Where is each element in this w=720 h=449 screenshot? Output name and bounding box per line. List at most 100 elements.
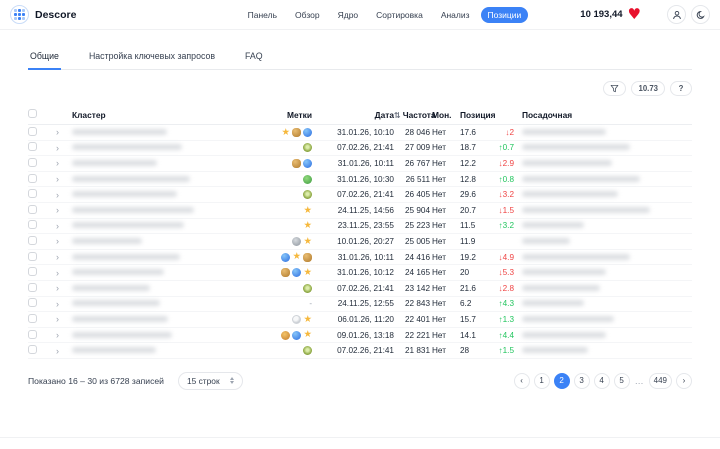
expand-chevron-icon[interactable]: ›	[56, 298, 59, 309]
table-row[interactable]: › 07.02.26, 21:41 27 009 Нет 18.7 ↑0.7	[28, 141, 692, 157]
expand-chevron-icon[interactable]: ›	[56, 236, 59, 247]
page-button-5[interactable]: 5	[613, 372, 630, 389]
funnel-icon	[611, 84, 619, 93]
monitoring-cell: Нет	[432, 299, 446, 309]
expand-chevron-icon[interactable]: ›	[56, 345, 59, 356]
table-row[interactable]: › ★ 31.01.26, 10:12 24 165 Нет 20 ↓5.3	[28, 265, 692, 281]
nav-item-analysis[interactable]: Анализ	[440, 9, 470, 20]
metric-button[interactable]: 10.73	[631, 81, 665, 96]
table-toolbar: 10.73 ?	[28, 81, 692, 96]
expand-chevron-icon[interactable]: ›	[56, 267, 59, 278]
date-cell: 31.01.26, 10:11	[337, 158, 394, 168]
table-row[interactable]: › ★ 10.01.26, 20:27 25 005 Нет 11.9	[28, 234, 692, 250]
monitoring-cell: Нет	[432, 283, 446, 293]
frequency-cell: 21 831	[404, 346, 430, 356]
table-row[interactable]: › 07.02.26, 21:41 21 831 Нет 28 ↑1.5	[28, 343, 692, 359]
cluster-name-redacted	[72, 128, 167, 135]
star-icon: ★	[303, 313, 312, 325]
expand-chevron-icon[interactable]: ›	[56, 158, 59, 169]
header-freq[interactable]: ⇅ Частота	[394, 109, 436, 120]
table-row[interactable]: › 31.01.26, 10:30 26 511 Нет 12.8 ↑0.8	[28, 172, 692, 188]
expand-chevron-icon[interactable]: ›	[56, 127, 59, 138]
rows-per-page-select[interactable]: 15 строк	[177, 371, 243, 390]
nav-item-core[interactable]: Ядро	[337, 9, 359, 20]
expand-chevron-icon[interactable]: ›	[56, 205, 59, 216]
row-checkbox[interactable]	[28, 329, 37, 339]
row-checkbox[interactable]	[28, 345, 37, 355]
table-row[interactable]: › ★ 31.01.26, 10:11 24 416 Нет 19.2 ↓4.9	[28, 250, 692, 266]
landing-url-redacted	[522, 284, 600, 291]
row-checkbox[interactable]	[28, 204, 37, 214]
row-checkbox[interactable]	[28, 220, 37, 230]
cluster-name-redacted	[72, 159, 157, 166]
table-row[interactable]: › 07.02.26, 21:41 26 405 Нет 29.6 ↓3.2	[28, 187, 692, 203]
row-checkbox[interactable]	[28, 282, 37, 292]
nav-item-sorting[interactable]: Сортировка	[376, 9, 423, 20]
row-checkbox[interactable]	[28, 267, 37, 277]
position-delta: ↓2	[505, 127, 514, 137]
cluster-name-redacted	[72, 284, 150, 291]
expand-chevron-icon[interactable]: ›	[56, 142, 59, 153]
nav-item-panel[interactable]: Панель	[247, 9, 278, 20]
last-page-button[interactable]: 449	[648, 372, 672, 389]
row-checkbox[interactable]	[28, 189, 37, 199]
tab-faq[interactable]: FAQ	[245, 51, 263, 61]
descore-logo-icon	[10, 5, 29, 24]
page-button-3[interactable]: 3	[573, 372, 590, 389]
expand-chevron-icon[interactable]: ›	[56, 314, 59, 325]
expand-chevron-icon[interactable]: ›	[56, 174, 59, 185]
row-checkbox[interactable]	[28, 157, 37, 167]
frequency-cell: 25 904	[404, 205, 430, 215]
table-row[interactable]: › ★ 23.11.25, 23:55 25 223 Нет 11.5 ↑3.2	[28, 219, 692, 235]
expand-chevron-icon[interactable]: ›	[56, 283, 59, 294]
frequency-cell: 25 223	[404, 221, 430, 231]
tabs: Общие Настройка ключевых запросов FAQ	[28, 47, 692, 70]
table-footer: Показано 16 – 30 из 6728 записей 15 стро…	[28, 371, 692, 390]
brand[interactable]: Descore	[10, 5, 76, 24]
table-row[interactable]: › 31.01.26, 10:11 26 767 Нет 12.2 ↓2.9	[28, 156, 692, 172]
row-checkbox[interactable]	[28, 173, 37, 183]
page-button-2[interactable]: 2	[553, 372, 570, 389]
row-checkbox[interactable]	[28, 313, 37, 323]
tab-keyword-settings[interactable]: Настройка ключевых запросов	[88, 51, 216, 61]
filter-button[interactable]	[603, 81, 627, 96]
nav-item-positions[interactable]: Позиции	[480, 6, 529, 23]
table-row[interactable]: › ★ 06.01.26, 11:20 22 401 Нет 15.7 ↑1.3	[28, 312, 692, 328]
position-delta: ↑0.8	[498, 174, 514, 184]
landing-url-redacted	[522, 315, 614, 322]
row-checkbox[interactable]	[28, 298, 37, 308]
table-row[interactable]: › ★ 24.11.25, 14:56 25 904 Нет 20.7 ↓1.5	[28, 203, 692, 219]
page-button-1[interactable]: 1	[533, 372, 550, 389]
next-page-button[interactable]: ›	[676, 372, 692, 389]
select-all-checkbox[interactable]	[28, 109, 37, 118]
position-cell: 29.6	[460, 190, 476, 200]
position-delta: ↓2.9	[498, 158, 514, 168]
landing-url-redacted	[522, 159, 612, 166]
row-checkbox[interactable]	[28, 235, 37, 245]
marks-cell: ★	[236, 206, 312, 216]
heart-icon[interactable]: ♥	[627, 5, 641, 23]
table-row[interactable]: › 07.02.26, 21:41 23 142 Нет 21.6 ↓2.8	[28, 281, 692, 297]
frequency-cell: 27 009	[404, 143, 430, 153]
page-button-4[interactable]: 4	[593, 372, 610, 389]
table-row[interactable]: › ★ 09.01.26, 13:18 22 221 Нет 14.1 ↑4.4	[28, 328, 692, 344]
table-row[interactable]: › - 24.11.25, 12:55 22 843 Нет 6.2 ↑4.3	[28, 297, 692, 313]
theme-toggle-button[interactable]	[691, 5, 710, 24]
kiwi-icon	[303, 346, 312, 356]
row-checkbox[interactable]	[28, 126, 37, 136]
monitoring-cell: Нет	[432, 127, 446, 137]
help-button[interactable]: ?	[670, 81, 692, 96]
prev-page-button[interactable]: ‹	[513, 372, 530, 389]
frequency-cell: 25 005	[404, 236, 430, 246]
row-checkbox[interactable]	[28, 251, 37, 261]
expand-chevron-icon[interactable]: ›	[56, 252, 59, 263]
row-checkbox[interactable]	[28, 142, 37, 152]
tab-general[interactable]: Общие	[28, 47, 61, 70]
table-row[interactable]: › ★ 31.01.26, 10:10 28 046 Нет 17.6 ↓2	[28, 125, 692, 141]
expand-chevron-icon[interactable]: ›	[56, 220, 59, 231]
profile-button[interactable]	[667, 5, 686, 24]
expand-chevron-icon[interactable]: ›	[56, 189, 59, 200]
expand-chevron-icon[interactable]: ›	[56, 330, 59, 341]
nav-item-overview[interactable]: Обзор	[295, 9, 320, 20]
sort-icon[interactable]: ⇅	[394, 110, 401, 120]
